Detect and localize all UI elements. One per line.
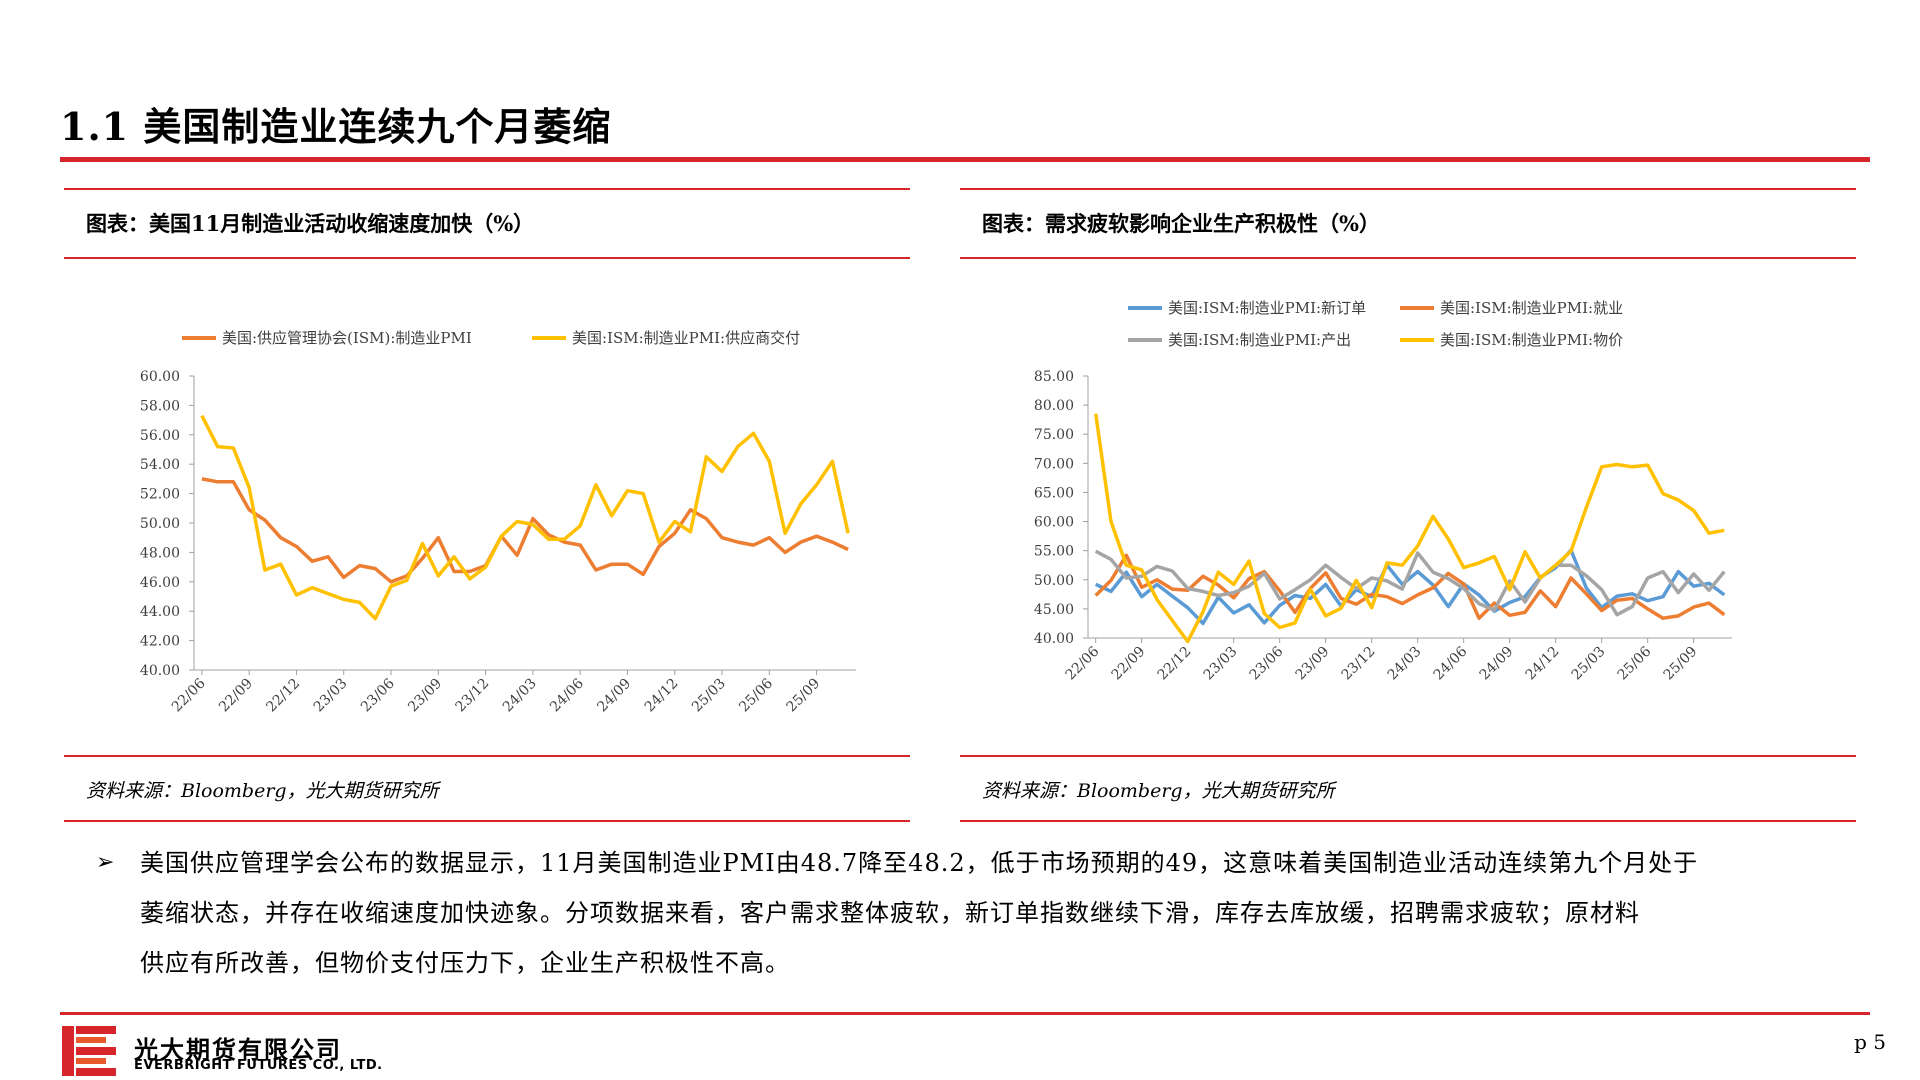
logo-company-name-en: EVERBRIGHT FUTURES CO., LTD. bbox=[134, 1058, 383, 1073]
title-rule bbox=[60, 157, 1870, 162]
page-number: p 5 bbox=[1854, 1030, 1886, 1054]
page-title: 1.1 美国制造业连续九个月萎缩 bbox=[60, 104, 612, 149]
y-tick-label: 75.00 bbox=[1034, 427, 1074, 443]
y-tick-label: 50.00 bbox=[140, 516, 180, 532]
y-tick-label: 60.00 bbox=[1034, 515, 1074, 531]
x-tick-label: 23/12 bbox=[1339, 644, 1379, 684]
logo-mark bbox=[62, 1026, 120, 1076]
y-tick-label: 50.00 bbox=[1034, 573, 1074, 589]
x-tick-label: 22/09 bbox=[216, 676, 256, 716]
x-tick-label: 23/09 bbox=[405, 676, 445, 716]
y-tick-label: 60.00 bbox=[140, 369, 180, 385]
bullet-line: 萎缩状态，并存在收缩速度加快迹象。分项数据来看，客户需求整体疲软，新订单指数继续… bbox=[140, 899, 1640, 927]
y-tick-label: 52.00 bbox=[140, 487, 180, 503]
x-tick-label: 23/12 bbox=[453, 676, 493, 716]
series-line bbox=[200, 414, 850, 621]
y-tick-label: 40.00 bbox=[1034, 631, 1074, 647]
x-tick-label: 22/06 bbox=[169, 675, 209, 715]
y-tick-label: 56.00 bbox=[140, 428, 180, 444]
legend-label: 美国:ISM:制造业PMI:供应商交付 bbox=[572, 329, 800, 347]
x-tick-label: 25/09 bbox=[1661, 644, 1701, 684]
x-tick-label: 25/06 bbox=[736, 675, 776, 715]
right-caption-top-rule bbox=[960, 188, 1856, 190]
y-tick-label: 58.00 bbox=[140, 398, 180, 414]
y-tick-label: 55.00 bbox=[1034, 544, 1074, 560]
x-tick-label: 22/12 bbox=[263, 676, 303, 716]
x-tick-label: 25/03 bbox=[1569, 644, 1609, 684]
left-chart-caption: 图表：美国11月制造业活动收缩速度加快（%） bbox=[86, 211, 535, 236]
right-source-bottom-rule bbox=[960, 820, 1856, 822]
series-line bbox=[201, 477, 849, 584]
x-tick-label: 22/09 bbox=[1109, 644, 1149, 684]
x-tick-label: 24/03 bbox=[1385, 644, 1425, 684]
series-line bbox=[1094, 548, 1726, 626]
bullet-arrow-icon: ➢ bbox=[96, 850, 115, 875]
y-tick-label: 54.00 bbox=[140, 457, 180, 473]
bullet-line: 供应有所改善，但物价支付压力下，企业生产积极性不高。 bbox=[140, 949, 790, 977]
left-chart-source: 资料来源：Bloomberg，光大期货研究所 bbox=[86, 780, 439, 802]
x-tick-label: 25/06 bbox=[1615, 643, 1655, 683]
x-tick-label: 24/06 bbox=[547, 675, 587, 715]
x-tick-label: 23/06 bbox=[1247, 643, 1287, 683]
x-tick-label: 25/09 bbox=[784, 676, 824, 716]
y-tick-label: 40.00 bbox=[140, 663, 180, 679]
y-tick-label: 70.00 bbox=[1034, 456, 1074, 472]
left-caption-top-rule bbox=[64, 188, 910, 190]
x-tick-label: 24/12 bbox=[1523, 644, 1563, 684]
x-tick-label: 24/12 bbox=[642, 676, 682, 716]
x-tick-label: 24/03 bbox=[500, 676, 540, 716]
right-chart-caption: 图表：需求疲软影响企业生产积极性（%） bbox=[982, 211, 1380, 236]
x-tick-label: 23/03 bbox=[1201, 644, 1241, 684]
x-tick-label: 24/09 bbox=[594, 676, 634, 716]
left-source-top-rule bbox=[64, 755, 910, 757]
right-chart: 40.00 45.00 50.00 55.00 60.00 65.00 70.00 75.00… bbox=[1034, 299, 1732, 684]
x-tick-label: 25/03 bbox=[689, 676, 729, 716]
x-tick-label: 24/06 bbox=[1431, 643, 1471, 683]
y-tick-label: 80.00 bbox=[1034, 398, 1074, 414]
legend-label: 美国:ISM:制造业PMI:产出 bbox=[1168, 331, 1351, 349]
x-tick-label: 23/03 bbox=[311, 676, 351, 716]
x-tick-label: 22/12 bbox=[1155, 644, 1195, 684]
right-chart-source: 资料来源：Bloomberg，光大期货研究所 bbox=[982, 780, 1335, 802]
y-tick-label: 45.00 bbox=[1034, 602, 1074, 618]
x-tick-label: 22/06 bbox=[1063, 643, 1103, 683]
right-source-top-rule bbox=[960, 755, 1856, 757]
y-tick-label: 65.00 bbox=[1034, 485, 1074, 501]
series-line bbox=[1094, 549, 1726, 617]
footer-rule bbox=[60, 1012, 1870, 1015]
y-tick-label: 42.00 bbox=[140, 634, 180, 650]
bullet-line: 美国供应管理学会公布的数据显示，11月美国制造业PMI由48.7降至48.2，低… bbox=[140, 849, 1699, 877]
series-line bbox=[1094, 553, 1726, 620]
legend-label: 美国:供应管理协会(ISM):制造业PMI bbox=[222, 329, 472, 347]
right-caption-bottom-rule bbox=[960, 257, 1856, 259]
bullet-paragraph: 美国供应管理学会公布的数据显示，11月美国制造业PMI由48.7降至48.2，低… bbox=[140, 838, 1850, 988]
left-caption-bottom-rule bbox=[64, 257, 910, 259]
logo-company-name: 光大期货有限公司 bbox=[134, 1036, 342, 1064]
legend-label: 美国:ISM:制造业PMI:物价 bbox=[1440, 331, 1623, 349]
legend-label: 美国:ISM:制造业PMI:新订单 bbox=[1168, 299, 1366, 317]
y-tick-label: 85.00 bbox=[1034, 369, 1074, 385]
y-tick-label: 46.00 bbox=[140, 575, 180, 591]
x-tick-label: 23/09 bbox=[1293, 644, 1333, 684]
left-chart: 40.00 42.00 44.00 46.00 48.00 50.00 52.00 54.00… bbox=[140, 329, 856, 716]
legend-label: 美国:ISM:制造业PMI:就业 bbox=[1440, 299, 1623, 317]
x-tick-label: 24/09 bbox=[1477, 644, 1517, 684]
left-source-bottom-rule bbox=[64, 820, 910, 822]
y-tick-label: 44.00 bbox=[140, 604, 180, 620]
x-tick-label: 23/06 bbox=[358, 675, 398, 715]
y-tick-label: 48.00 bbox=[140, 545, 180, 561]
series-line bbox=[1093, 413, 1725, 644]
